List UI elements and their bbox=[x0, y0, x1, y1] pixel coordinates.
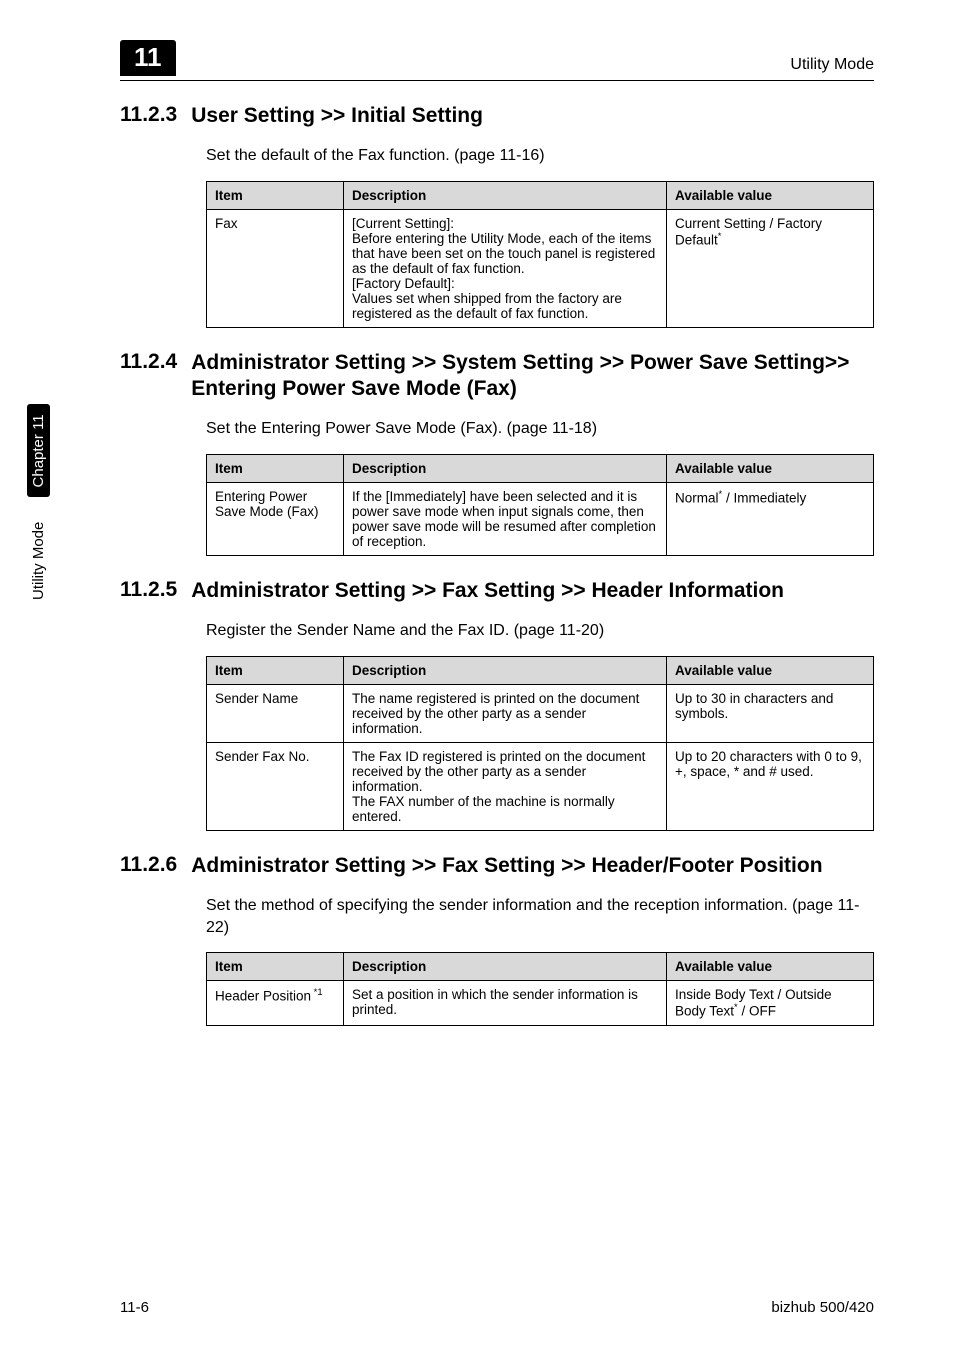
header-title-right: Utility Mode bbox=[790, 56, 874, 76]
th-avail: Available value bbox=[667, 181, 874, 209]
section-title: User Setting >> Initial Setting bbox=[191, 103, 483, 129]
footer-page: 11-6 bbox=[120, 1299, 149, 1316]
cell-avail: Up to 30 in characters and symbols. bbox=[667, 684, 874, 742]
table-row: Fax [Current Setting]: Before entering t… bbox=[207, 209, 874, 327]
side-tab-label: Utility Mode bbox=[30, 522, 47, 600]
table-row: Entering Power Save Mode (Fax) If the [I… bbox=[207, 482, 874, 555]
cell-avail: Current Setting / Factory Default* bbox=[667, 209, 874, 327]
cell-desc: If the [Immediately] have been selected … bbox=[344, 482, 667, 555]
table-11-2-4: Item Description Available value Enterin… bbox=[206, 454, 874, 556]
cell-item: Header Position *1 bbox=[207, 981, 344, 1026]
cell-desc: The Fax ID registered is printed on the … bbox=[344, 742, 667, 830]
table-row: Sender Fax No. The Fax ID registered is … bbox=[207, 742, 874, 830]
footnote-star: * bbox=[718, 231, 722, 242]
section-title: Administrator Setting >> Fax Setting >> … bbox=[191, 853, 822, 879]
table-row: Header Position *1 Set a position in whi… bbox=[207, 981, 874, 1026]
section-num: 11.2.3 bbox=[120, 103, 177, 127]
section-title: Administrator Setting >> Fax Setting >> … bbox=[191, 578, 784, 604]
table-11-2-5: Item Description Available value Sender … bbox=[206, 656, 874, 831]
side-tab-chapter: Chapter 11 bbox=[27, 404, 50, 497]
cell-item: Fax bbox=[207, 209, 344, 327]
footnote-star-1: *1 bbox=[311, 987, 323, 998]
cell-item: Sender Name bbox=[207, 684, 344, 742]
section-num: 11.2.4 bbox=[120, 350, 177, 374]
cell-desc: The name registered is printed on the do… bbox=[344, 684, 667, 742]
th-desc: Description bbox=[344, 656, 667, 684]
th-item: Item bbox=[207, 454, 344, 482]
table-row: Sender Name The name registered is print… bbox=[207, 684, 874, 742]
th-avail: Available value bbox=[667, 454, 874, 482]
section-heading-11-2-5: 11.2.5 Administrator Setting >> Fax Sett… bbox=[120, 578, 874, 604]
side-tab: Utility Mode Chapter 11 bbox=[30, 404, 47, 600]
cell-desc: Set a position in which the sender infor… bbox=[344, 981, 667, 1026]
section-intro: Set the method of specifying the sender … bbox=[206, 895, 874, 938]
section-heading-11-2-6: 11.2.6 Administrator Setting >> Fax Sett… bbox=[120, 853, 874, 879]
section-intro: Set the Entering Power Save Mode (Fax). … bbox=[206, 418, 874, 440]
footer-product: bizhub 500/420 bbox=[771, 1299, 874, 1316]
top-bar: 11 Utility Mode bbox=[120, 40, 874, 81]
cell-avail: Up to 20 characters with 0 to 9, +, spac… bbox=[667, 742, 874, 830]
th-desc: Description bbox=[344, 454, 667, 482]
th-item: Item bbox=[207, 181, 344, 209]
section-intro: Register the Sender Name and the Fax ID.… bbox=[206, 620, 874, 642]
cell-desc: [Current Setting]: Before entering the U… bbox=[344, 209, 667, 327]
section-num: 11.2.5 bbox=[120, 578, 177, 602]
section-intro: Set the default of the Fax function. (pa… bbox=[206, 145, 874, 167]
cell-item: Entering Power Save Mode (Fax) bbox=[207, 482, 344, 555]
th-avail: Available value bbox=[667, 656, 874, 684]
th-avail: Available value bbox=[667, 953, 874, 981]
th-item: Item bbox=[207, 953, 344, 981]
table-11-2-3: Item Description Available value Fax [Cu… bbox=[206, 181, 874, 328]
cell-avail: Inside Body Text / Outside Body Text* / … bbox=[667, 981, 874, 1026]
section-heading-11-2-3: 11.2.3 User Setting >> Initial Setting bbox=[120, 103, 874, 129]
cell-item: Sender Fax No. bbox=[207, 742, 344, 830]
footer: 11-6 bizhub 500/420 bbox=[120, 1299, 874, 1316]
th-desc: Description bbox=[344, 181, 667, 209]
cell-avail: Normal* / Immediately bbox=[667, 482, 874, 555]
section-title: Administrator Setting >> System Setting … bbox=[191, 350, 874, 403]
section-num: 11.2.6 bbox=[120, 853, 177, 877]
table-11-2-6: Item Description Available value Header … bbox=[206, 952, 874, 1026]
th-desc: Description bbox=[344, 953, 667, 981]
chapter-badge: 11 bbox=[120, 40, 176, 76]
th-item: Item bbox=[207, 656, 344, 684]
section-heading-11-2-4: 11.2.4 Administrator Setting >> System S… bbox=[120, 350, 874, 403]
